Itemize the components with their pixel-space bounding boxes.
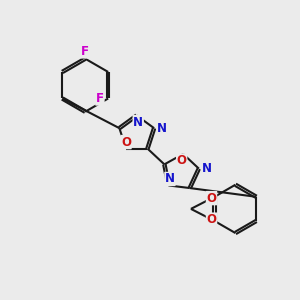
Text: O: O — [121, 136, 131, 148]
Text: N: N — [157, 122, 167, 135]
Text: O: O — [206, 213, 217, 226]
Text: O: O — [206, 192, 217, 205]
Text: O: O — [177, 154, 187, 167]
Text: F: F — [81, 45, 89, 58]
Text: F: F — [96, 92, 104, 105]
Text: N: N — [202, 162, 212, 175]
Text: N: N — [133, 116, 143, 128]
Text: N: N — [165, 172, 175, 185]
